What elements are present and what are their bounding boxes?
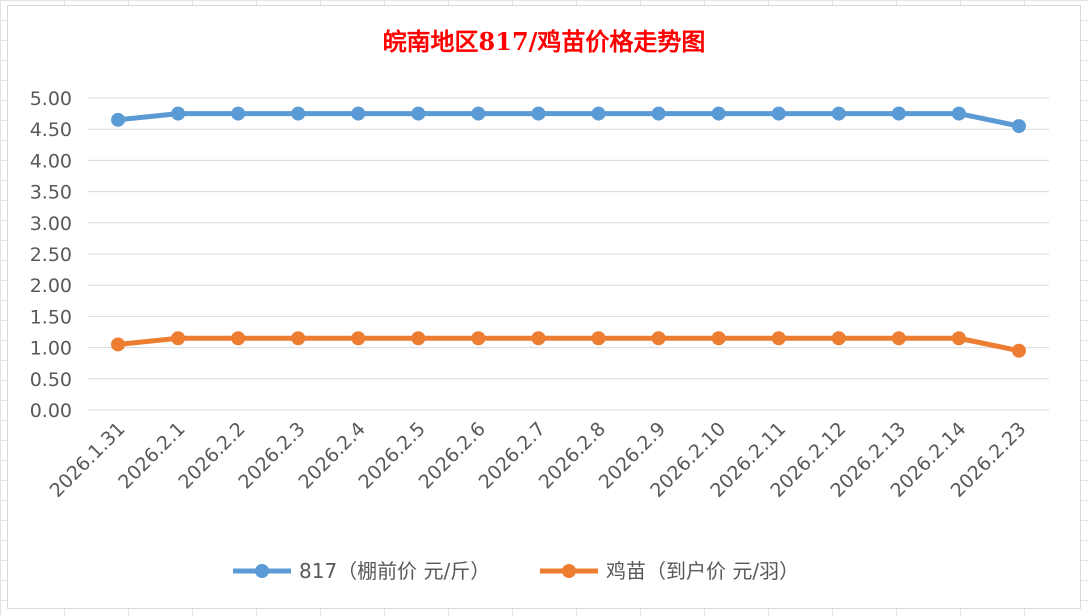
y-tick-label: 4.00 — [30, 150, 72, 172]
chart-title: 皖南地区817/鸡苗价格走势图 — [383, 27, 706, 56]
data-point[interactable] — [291, 331, 306, 346]
data-point[interactable] — [771, 331, 786, 346]
data-point[interactable] — [831, 106, 846, 121]
data-point[interactable] — [411, 106, 426, 121]
data-point[interactable] — [951, 106, 966, 121]
series-line — [117, 111, 1020, 129]
data-point[interactable] — [291, 106, 306, 121]
y-tick-label: 5.00 — [30, 88, 72, 110]
y-tick-label: 0.00 — [30, 400, 72, 422]
legend-item-0[interactable]: 817（棚前价 元/斤） — [233, 559, 490, 583]
data-point[interactable] — [1011, 119, 1026, 134]
data-point[interactable] — [711, 331, 726, 346]
data-point[interactable] — [651, 331, 666, 346]
data-point[interactable] — [531, 331, 546, 346]
y-tick-label: 3.50 — [30, 182, 72, 204]
data-point[interactable] — [591, 331, 606, 346]
data-point[interactable] — [891, 106, 906, 121]
y-tick-label: 2.00 — [30, 275, 72, 297]
legend-item-1[interactable]: 鸡苗（到户价 元/羽） — [540, 559, 799, 583]
series-line — [117, 335, 1020, 354]
y-tick-label: 0.50 — [30, 369, 72, 391]
data-point[interactable] — [411, 331, 426, 346]
data-point[interactable] — [891, 331, 906, 346]
legend: 817（棚前价 元/斤） 鸡苗（到户价 元/羽） — [233, 559, 799, 583]
data-point[interactable] — [771, 106, 786, 121]
data-point[interactable] — [471, 331, 486, 346]
y-axis-ticks: 0.00 0.50 1.00 1.50 2.00 2.50 3.00 3.50 4.00 4.50… — [30, 88, 72, 422]
data-point[interactable] — [531, 106, 546, 121]
y-tick-label: 4.50 — [30, 119, 72, 141]
data-point[interactable] — [231, 331, 246, 346]
x-axis-ticks: 2026.1.312026.2.12026.2.22026.2.32026.2.… — [46, 418, 1031, 502]
y-tick-label: 1.00 — [30, 338, 72, 360]
gridlines — [88, 97, 1049, 411]
y-tick-label: 3.00 — [30, 213, 72, 235]
data-point[interactable] — [471, 106, 486, 121]
data-point[interactable] — [111, 112, 126, 127]
data-point[interactable] — [951, 331, 966, 346]
series-0 — [111, 106, 1026, 134]
x-tick-label: 2026.1.31 — [46, 418, 130, 502]
data-point[interactable] — [831, 331, 846, 346]
data-point[interactable] — [351, 331, 366, 346]
legend-label: 817（棚前价 元/斤） — [299, 559, 490, 583]
data-point[interactable] — [171, 331, 186, 346]
data-point[interactable] — [111, 337, 126, 352]
data-point[interactable] — [351, 106, 366, 121]
data-point[interactable] — [711, 106, 726, 121]
series-group — [111, 106, 1026, 358]
data-point[interactable] — [1011, 343, 1026, 358]
legend-marker — [255, 564, 269, 578]
chart-area[interactable] — [7, 5, 1081, 609]
y-tick-label: 2.50 — [30, 244, 72, 266]
y-tick-label: 1.50 — [30, 306, 72, 328]
data-point[interactable] — [591, 106, 606, 121]
series-1 — [111, 331, 1026, 358]
data-point[interactable] — [171, 106, 186, 121]
data-point[interactable] — [651, 106, 666, 121]
legend-label: 鸡苗（到户价 元/羽） — [606, 559, 799, 583]
legend-marker — [562, 564, 576, 578]
data-point[interactable] — [231, 106, 246, 121]
